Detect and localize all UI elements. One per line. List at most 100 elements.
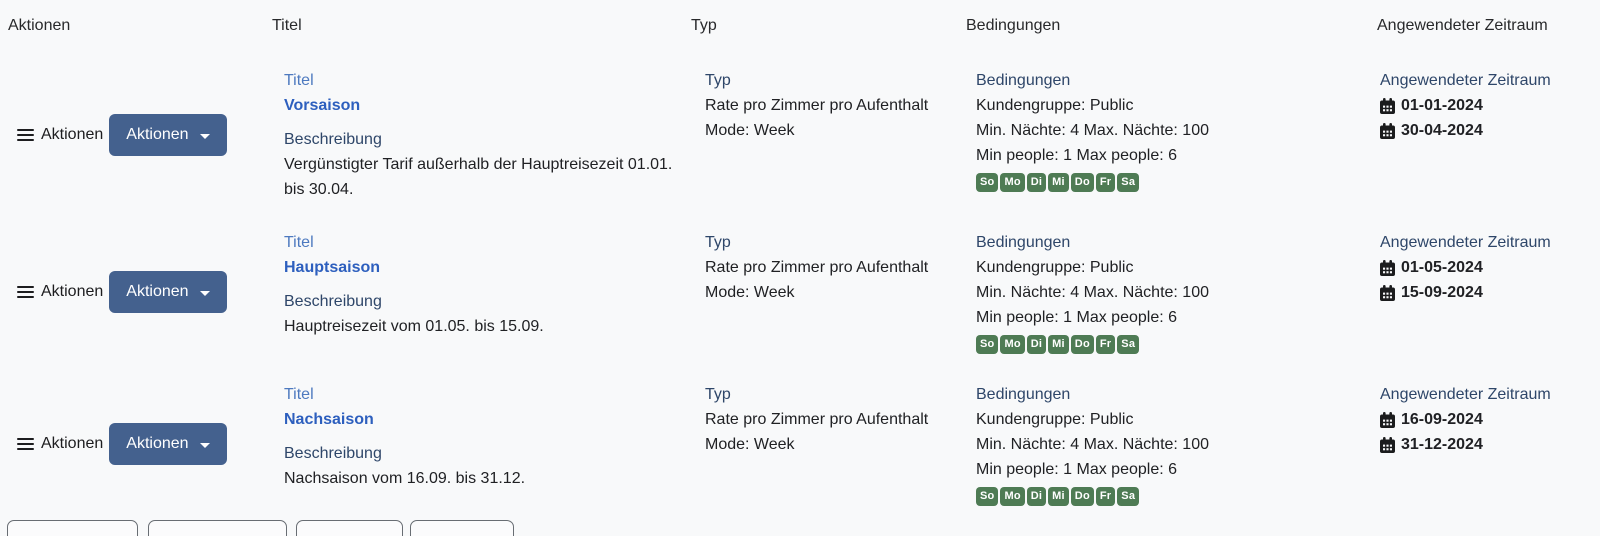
beschreibung-label: Beschreibung (284, 293, 382, 310)
drag-handle-icon[interactable] (17, 437, 34, 451)
condition-customer-group: Kundengruppe: Public (976, 97, 1134, 114)
row-title-link[interactable]: Vorsaison (284, 97, 361, 114)
actions-cell: Aktionen Aktionen (0, 380, 264, 506)
caret-down-icon (199, 291, 210, 296)
day-badge-mi: Mi (1048, 335, 1069, 354)
table-row-nachsaison: Aktionen Aktionen Titel Nachsaison Besch… (0, 380, 1600, 506)
bedingungen-cell: Bedingungen Kundengruppe: Public Min. Nä… (958, 228, 1369, 354)
condition-customer-group: Kundengruppe: Public (976, 259, 1134, 276)
drag-handle-icon[interactable] (17, 285, 34, 299)
calendar-icon (1380, 122, 1395, 139)
titel-cell: Titel Hauptsaison Beschreibung Hauptreis… (264, 228, 683, 354)
bedingungen-cell: Bedingungen Kundengruppe: Public Min. Nä… (958, 66, 1369, 202)
day-badge-mi: Mi (1048, 487, 1069, 506)
condition-nights: Min. Nächte: 4 Max. Nächte: 100 (976, 436, 1209, 453)
date-to-line: 30-04-2024 (1380, 118, 1600, 143)
date-from-line: 01-05-2024 (1380, 255, 1600, 280)
day-badge-mo: Mo (1000, 335, 1025, 354)
row-title-link[interactable]: Nachsaison (284, 411, 374, 428)
bedingungen-label: Bedingungen (976, 72, 1071, 89)
day-badge-sa: Sa (1117, 335, 1140, 354)
column-header-titel: Titel (272, 17, 302, 34)
actions-dropdown-button[interactable]: Aktionen (109, 271, 227, 313)
table-header-row: Aktionen Titel Typ Bedingungen Angewende… (0, 0, 1600, 36)
beschreibung-label: Beschreibung (284, 445, 382, 462)
bedingungen-label: Bedingungen (976, 234, 1071, 251)
typ-label: Typ (705, 72, 731, 89)
calendar-icon (1380, 436, 1395, 453)
condition-people: Min people: 1 Max people: 6 (976, 147, 1178, 164)
rate-mode-text: Mode: Week (705, 122, 795, 139)
zeitraum-cell: Angewendeter Zeitraum 16-09-2024 31-12-2… (1369, 380, 1600, 506)
row-description: Nachsaison vom 16.09. bis 31.12. (284, 470, 526, 487)
calendar-icon (1380, 97, 1395, 114)
day-badge-so: So (976, 487, 999, 506)
caret-down-icon (199, 443, 210, 448)
weekday-badges: So Mo Di Mi Do Fr Sa (976, 487, 1369, 506)
cutoff-button-1[interactable] (7, 520, 138, 536)
condition-nights: Min. Nächte: 4 Max. Nächte: 100 (976, 122, 1209, 139)
cutoff-button-3[interactable] (296, 520, 403, 536)
actions-cell-label: Aktionen (41, 126, 104, 143)
titel-cell: Titel Vorsaison Beschreibung Vergünstigt… (264, 66, 683, 202)
date-to-value: 31-12-2024 (1401, 436, 1483, 453)
day-badge-mo: Mo (1000, 487, 1025, 506)
row-description: Vergünstigter Tarif außerhalb der Hauptr… (284, 156, 673, 198)
titel-cell: Titel Nachsaison Beschreibung Nachsaison… (264, 380, 683, 506)
day-badge-mi: Mi (1048, 173, 1069, 192)
calendar-icon (1380, 259, 1395, 276)
day-badge-fr: Fr (1095, 173, 1116, 192)
day-badge-do: Do (1070, 173, 1094, 192)
beschreibung-label: Beschreibung (284, 131, 382, 148)
day-badge-sa: Sa (1117, 173, 1140, 192)
date-to-line: 15-09-2024 (1380, 280, 1600, 305)
date-from-value: 01-01-2024 (1401, 97, 1483, 114)
rate-type-text: Rate pro Zimmer pro Aufenthalt (705, 97, 929, 114)
date-from-line: 16-09-2024 (1380, 407, 1600, 432)
calendar-icon (1380, 284, 1395, 301)
calendar-icon (1380, 411, 1395, 428)
cutoff-button-2[interactable] (148, 520, 287, 536)
typ-label: Typ (705, 234, 731, 251)
rate-mode-text: Mode: Week (705, 436, 795, 453)
typ-cell: Typ Rate pro Zimmer pro Aufenthalt Mode:… (683, 66, 958, 202)
titel-label: Titel (284, 386, 314, 403)
zeitraum-label: Angewendeter Zeitraum (1380, 72, 1551, 89)
day-badge-do: Do (1070, 487, 1094, 506)
actions-dropdown-button[interactable]: Aktionen (109, 423, 227, 465)
day-badge-fr: Fr (1095, 335, 1116, 354)
rate-mode-text: Mode: Week (705, 284, 795, 301)
drag-handle-icon[interactable] (17, 128, 34, 142)
zeitraum-label: Angewendeter Zeitraum (1380, 234, 1551, 251)
typ-cell: Typ Rate pro Zimmer pro Aufenthalt Mode:… (683, 228, 958, 354)
row-title-link[interactable]: Hauptsaison (284, 259, 381, 276)
actions-cell-label: Aktionen (41, 283, 104, 300)
day-badge-mo: Mo (1000, 173, 1025, 192)
table-row-hauptsaison: Aktionen Aktionen Titel Hauptsaison Besc… (0, 228, 1600, 354)
actions-button-label: Aktionen (126, 435, 189, 452)
day-badge-di: Di (1026, 173, 1047, 192)
zeitraum-cell: Angewendeter Zeitraum 01-01-2024 30-04-2… (1369, 66, 1600, 202)
actions-dropdown-button[interactable]: Aktionen (109, 114, 227, 156)
day-badge-sa: Sa (1117, 487, 1140, 506)
cutoff-button-4[interactable] (410, 520, 514, 536)
rate-type-text: Rate pro Zimmer pro Aufenthalt (705, 411, 929, 428)
day-badge-so: So (976, 335, 999, 354)
day-badge-di: Di (1026, 335, 1047, 354)
bedingungen-cell: Bedingungen Kundengruppe: Public Min. Nä… (958, 380, 1369, 506)
day-badge-so: So (976, 173, 999, 192)
table-row-vorsaison: Aktionen Aktionen Titel Vorsaison Beschr… (0, 66, 1600, 202)
date-to-value: 30-04-2024 (1401, 122, 1483, 139)
titel-label: Titel (284, 72, 314, 89)
actions-cell-label: Aktionen (41, 435, 104, 452)
caret-down-icon (199, 134, 210, 139)
zeitraum-label: Angewendeter Zeitraum (1380, 386, 1551, 403)
column-header-typ: Typ (691, 17, 717, 34)
day-badge-do: Do (1070, 335, 1094, 354)
row-description: Hauptreisezeit vom 01.05. bis 15.09. (284, 318, 544, 335)
actions-cell: Aktionen Aktionen (0, 66, 264, 202)
actions-button-label: Aktionen (126, 126, 189, 143)
column-header-bedingungen: Bedingungen (966, 17, 1061, 34)
actions-button-label: Aktionen (126, 283, 189, 300)
rate-type-text: Rate pro Zimmer pro Aufenthalt (705, 259, 929, 276)
